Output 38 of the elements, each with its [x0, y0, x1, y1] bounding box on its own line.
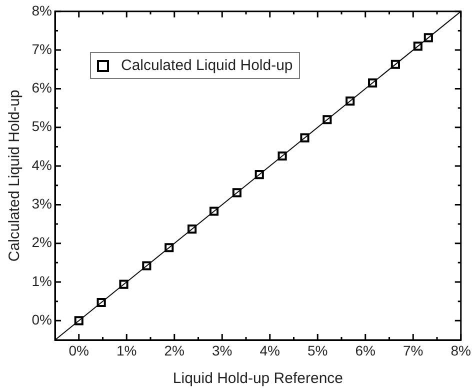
point [368, 78, 378, 88]
x-tick-label: 8% [450, 342, 471, 358]
point [300, 133, 310, 142]
point [188, 224, 197, 234]
x-tick-label: 1% [116, 342, 137, 358]
y-tick-label: 5% [32, 118, 52, 134]
y-tick-label: 8% [32, 2, 52, 18]
x-tick-label: 0% [68, 342, 89, 358]
y-tick-label: 4% [32, 156, 52, 173]
y-tick-label: 2% [32, 234, 52, 250]
x-tick-label: 6% [355, 342, 376, 358]
y-tick-label: 6% [32, 80, 52, 96]
y-tick-label: 3% [32, 196, 52, 212]
point [164, 243, 174, 252]
y-tick-label: 1% [32, 272, 52, 289]
point [96, 298, 106, 308]
point [209, 206, 219, 216]
x-tick-label: 2% [164, 342, 184, 358]
point [232, 188, 242, 198]
x-tick-label: 7% [403, 342, 424, 358]
y-tick-label: 0% [32, 312, 52, 328]
y-tick-label: 7% [32, 40, 52, 57]
point [424, 33, 433, 42]
x-tick-label: 5% [308, 342, 328, 358]
point [322, 115, 332, 124]
point [142, 261, 152, 270]
x-tick-label: 3% [212, 342, 232, 358]
point [278, 151, 287, 161]
legend-label: Calculated Liquid Hold-up [121, 57, 293, 74]
point [346, 96, 355, 106]
point [119, 280, 128, 289]
point [390, 60, 400, 69]
point [413, 42, 422, 51]
point [254, 170, 264, 180]
x-axis-title: Liquid Hold-up Reference [172, 370, 343, 388]
y-axis-title: Calculated Liquid Hold-up [6, 90, 24, 262]
x-tick-label: 4% [260, 342, 280, 358]
point [74, 316, 84, 326]
